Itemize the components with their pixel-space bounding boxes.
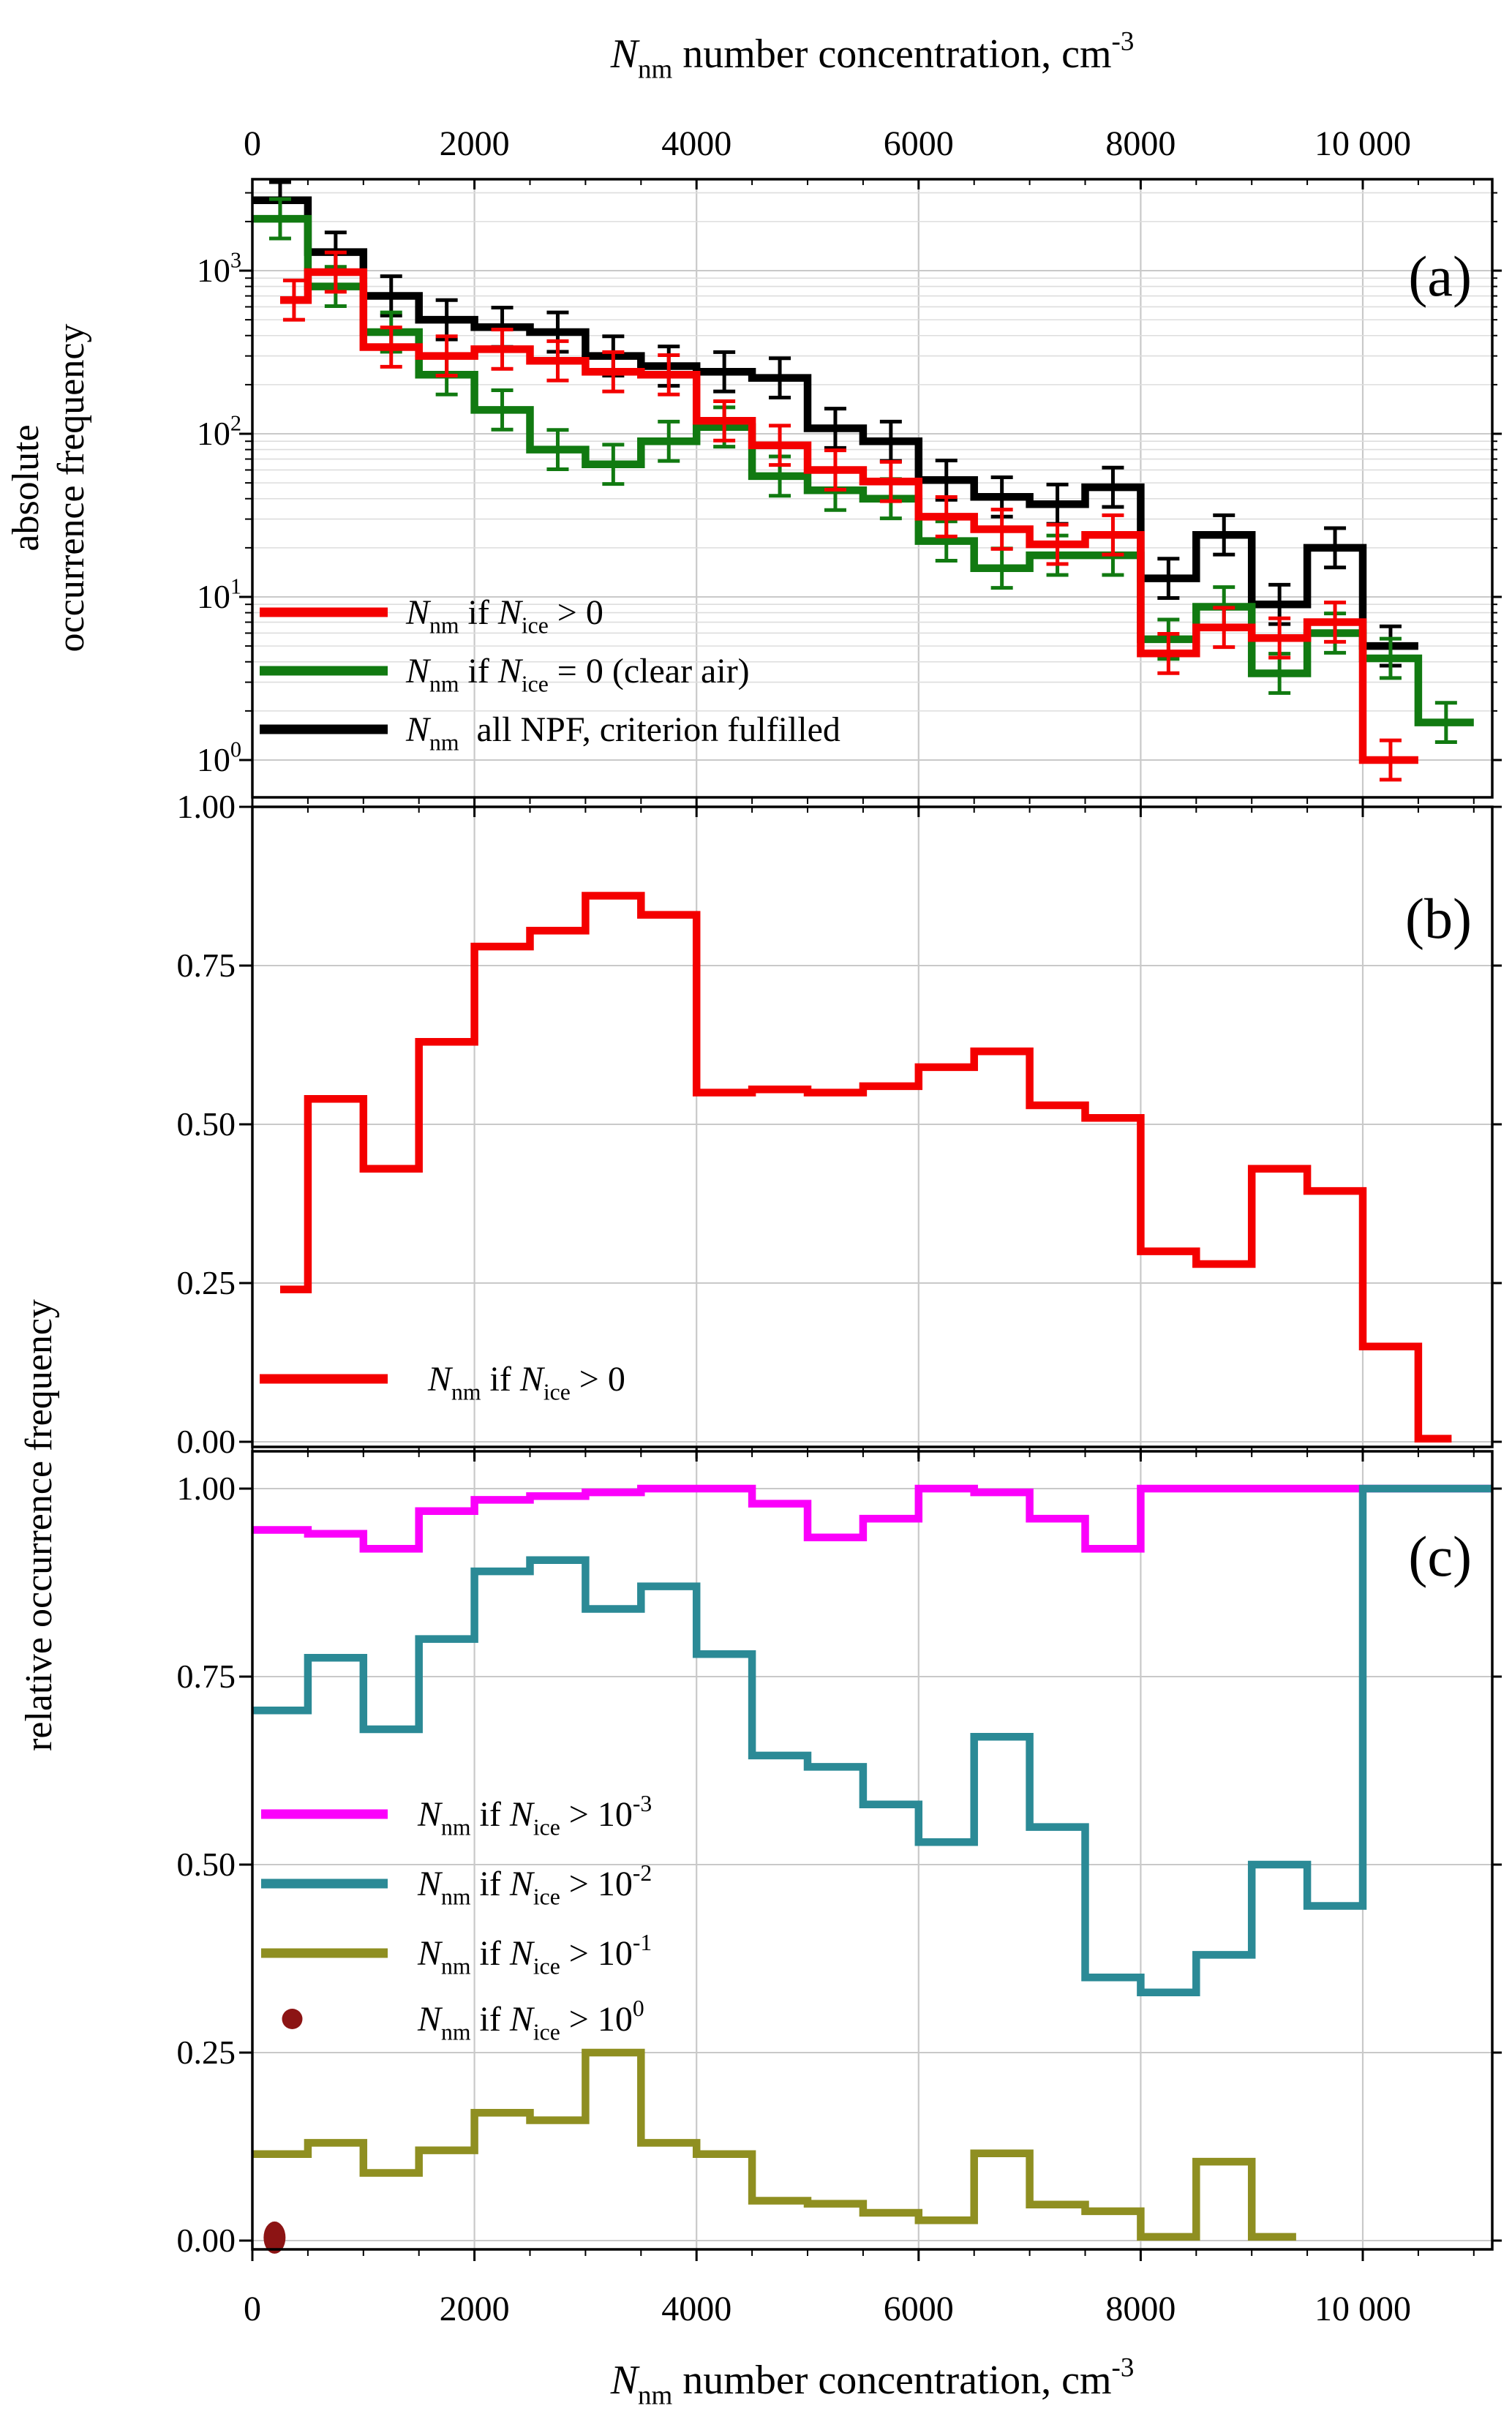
step-line-ice-gt-0 — [280, 268, 1418, 764]
series-b-ice-gt-0 — [280, 892, 1452, 1443]
step-line-clear-air — [252, 214, 1474, 726]
panel-c-frame — [251, 1450, 1494, 2251]
legend-label-ice-gt-1e-3: Nnm if Nice > 10-3 — [417, 1791, 652, 1840]
legend-dot-ice-gt-1e0 — [282, 2009, 303, 2029]
x-tick-label-top-4000: 4000 — [661, 124, 731, 163]
panel-c-grid-vertical — [473, 1451, 1364, 2249]
legend-c: Nnm if Nice > 10-3 Nnm if Nice > 10-2 Nnm … — [261, 1791, 652, 2045]
y-tick-label-0.00: 0.00 — [177, 1423, 236, 1460]
legend-label-ice-gt-0: Nnm if Nice > 0 — [405, 593, 603, 638]
y-tick-label-0.50: 0.50 — [177, 1846, 236, 1883]
step-line-ice-gt-0 — [280, 892, 1452, 1443]
x-tick-label-bottom-10 000: 10 000 — [1314, 2290, 1411, 2328]
step-line-all-npf — [252, 196, 1418, 650]
top-axis-title: Nnm number concentration, cm-3 — [610, 26, 1135, 83]
x-tick-label-bottom-0: 0 — [244, 2290, 261, 2328]
legend-label-ice-gt-0: Nnm if Nice > 0 — [427, 1360, 625, 1404]
y-tick-label-0.75: 0.75 — [177, 1658, 236, 1695]
legend-label-ice-gt-1e0: Nnm if Nice > 100 — [417, 1996, 644, 2045]
panel-letter-b: (b) — [1405, 887, 1472, 950]
series-c-ice-gt-1e-3 — [252, 1484, 1492, 1553]
step-line-ice-gt-1e-2 — [252, 1484, 1492, 1997]
y-tick-label-0.75: 0.75 — [177, 947, 236, 984]
panel-b-y-ticks: 1.00 0.75 0.50 0.25 0.00 — [177, 788, 1502, 1460]
y-tick-label-10e1: 101 — [197, 574, 241, 615]
legend-a: Nnm if Nice > 0 Nnm if Nice = 0 (clear ai… — [260, 593, 840, 755]
ylabel-bc: relative occurrence frequency — [18, 1299, 60, 1751]
panel-c-x-ticks — [251, 1451, 1475, 2261]
panel-b-grid-vertical — [473, 807, 1364, 1447]
step-line-ice-gt-1e-1 — [252, 2048, 1296, 2241]
x-tick-label-top-8000: 8000 — [1105, 124, 1176, 163]
series-c-ice-gt-1e-1 — [252, 2048, 1296, 2241]
series-c-ice-gt-1e-2 — [252, 1484, 1492, 1997]
panel-c: 1.00 0.75 0.50 0.25 0.00 (c) Nnm if Nice > 10-… — [177, 1450, 1502, 2261]
series-a-ice-gt-0 — [280, 250, 1418, 782]
y-tick-label-0.25: 0.25 — [177, 2034, 236, 2071]
ylabel-a-line1: absolute — [5, 424, 47, 551]
x-tick-label-bottom-2000: 2000 — [440, 2290, 510, 2328]
x-tick-label-top-0: 0 — [244, 124, 261, 163]
y-tick-label-1.00: 1.00 — [177, 1470, 236, 1507]
x-tick-label-top-10 000: 10 000 — [1314, 124, 1411, 163]
y-tick-label-1.00: 1.00 — [177, 788, 236, 825]
panel-a-y-ticks: 103 102 101 100 — [197, 192, 1502, 778]
panel-b-frame — [251, 805, 1494, 1448]
y-tick-label-0.00: 0.00 — [177, 2222, 236, 2259]
x-tick-label-top-6000: 6000 — [884, 124, 954, 163]
x-axis-labels: 0 0 2000 2000 4000 4000 6000 6000 8000 8000 10 000… — [244, 124, 1411, 2328]
series-c-ice-gt-1e0 — [263, 2221, 286, 2254]
legend-label-all-npf: Nnm all NPF, criterion fulfilled — [405, 710, 840, 755]
y-tick-label-0.25: 0.25 — [177, 1264, 236, 1301]
panel-letter-a: (a) — [1408, 244, 1472, 308]
legend-label-ice-gt-1e-2: Nnm if Nice > 10-2 — [417, 1860, 652, 1910]
panel-a-frame — [251, 178, 1494, 799]
y-tick-label-10e3: 103 — [197, 248, 241, 289]
panel-b-grid-horizontal — [252, 965, 1492, 1443]
x-tick-label-bottom-6000: 6000 — [884, 2290, 954, 2328]
panel-b: 1.00 0.75 0.50 0.25 0.00 (b) Nnm if Nice > 0 — [177, 788, 1502, 1460]
bottom-axis-title: Nnm number concentration, cm-3 — [610, 2352, 1135, 2410]
x-tick-label-bottom-4000: 4000 — [661, 2290, 731, 2328]
ylabel-a-line2: occurrence frequency — [50, 324, 92, 652]
legend-b: Nnm if Nice > 0 — [260, 1360, 625, 1404]
y-tick-label-10e2: 102 — [197, 411, 241, 452]
panel-letter-c: (c) — [1408, 1524, 1472, 1588]
legend-label-clear-air: Nnm if Nice = 0 (clear air) — [405, 652, 750, 696]
y-tick-label-10e0: 100 — [197, 737, 241, 778]
x-tick-label-bottom-8000: 8000 — [1105, 2290, 1176, 2328]
y-tick-label-0.50: 0.50 — [177, 1105, 236, 1143]
data-point-ice-gt-1e0 — [263, 2221, 286, 2254]
x-tick-label-top-2000: 2000 — [440, 124, 510, 163]
step-line-ice-gt-1e-3 — [252, 1484, 1492, 1553]
panel-c-y-ticks: 1.00 0.75 0.50 0.25 0.00 — [177, 1470, 1502, 2259]
legend-label-ice-gt-1e-1: Nnm if Nice > 10-1 — [417, 1930, 652, 1979]
